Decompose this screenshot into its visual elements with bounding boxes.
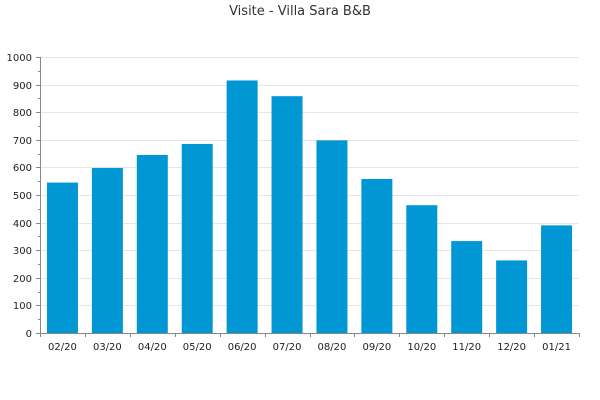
bar bbox=[361, 178, 393, 333]
y-tick-label: 1000 bbox=[7, 53, 32, 64]
x-tick-label: 04/20 bbox=[138, 342, 167, 353]
bar bbox=[271, 96, 303, 333]
y-axis-ticks: 0 100 200 300 400 500 600 700 800 900 1000 bbox=[7, 53, 32, 340]
y-tick-label: 400 bbox=[13, 219, 32, 230]
y-tick-label: 900 bbox=[13, 81, 32, 92]
bar bbox=[541, 225, 573, 333]
x-tick-label: 02/20 bbox=[48, 342, 77, 353]
x-tick-label: 08/20 bbox=[318, 342, 347, 353]
y-tick-label: 300 bbox=[13, 246, 32, 257]
y-tick-label: 700 bbox=[13, 136, 32, 147]
y-tick-label: 100 bbox=[13, 301, 32, 312]
bars bbox=[46, 80, 573, 334]
y-tick-label: 200 bbox=[13, 274, 32, 285]
grid-lines bbox=[40, 57, 579, 306]
x-tick-label: 01/21 bbox=[542, 342, 571, 353]
bar bbox=[181, 143, 213, 333]
x-tick-label: 11/20 bbox=[452, 342, 481, 353]
y-tick-label: 0 bbox=[26, 329, 32, 340]
bar bbox=[316, 140, 348, 333]
y-tick-label: 500 bbox=[13, 191, 32, 202]
y-tick-label: 800 bbox=[13, 108, 32, 119]
x-axis-ticks: 02/20 03/20 04/20 05/20 06/20 07/20 08/20 09/20… bbox=[48, 342, 571, 353]
bar bbox=[46, 182, 78, 333]
chart-title: Visite - Villa Sara B&B bbox=[229, 4, 371, 19]
axes bbox=[36, 57, 580, 337]
x-tick-label: 06/20 bbox=[228, 342, 257, 353]
y-tick-label: 600 bbox=[13, 163, 32, 174]
x-tick-label: 07/20 bbox=[273, 342, 302, 353]
bar bbox=[136, 154, 168, 333]
bar bbox=[451, 241, 483, 333]
bar bbox=[226, 80, 258, 334]
x-tick-label: 03/20 bbox=[93, 342, 122, 353]
x-tick-label: 12/20 bbox=[497, 342, 526, 353]
bar bbox=[406, 205, 438, 333]
x-tick-label: 05/20 bbox=[183, 342, 212, 353]
x-tick-label: 10/20 bbox=[407, 342, 436, 353]
bar bbox=[91, 167, 123, 333]
bar bbox=[496, 260, 528, 333]
x-tick-label: 09/20 bbox=[362, 342, 391, 353]
